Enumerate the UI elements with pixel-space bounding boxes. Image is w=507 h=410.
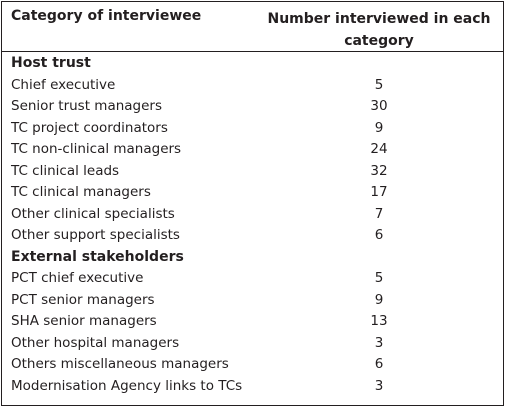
table-row: TC non-clinical managers 24 bbox=[2, 139, 503, 161]
table-row: Modernisation Agency links to TCs 3 bbox=[2, 376, 503, 398]
header-number: Number interviewed in each category bbox=[264, 8, 494, 52]
row-label: Other support specialists bbox=[11, 227, 180, 243]
table-row: Other support specialists 6 bbox=[2, 225, 503, 247]
table-body: Host trust Chief executive 5 Senior trust… bbox=[2, 53, 503, 397]
row-label: TC clinical managers bbox=[11, 184, 151, 200]
table-row: TC clinical leads 32 bbox=[2, 161, 503, 183]
header-number-line1: Number interviewed in each bbox=[267, 11, 491, 27]
row-label: TC clinical leads bbox=[11, 162, 120, 179]
row-value: 3 bbox=[374, 334, 384, 351]
row-value: 6 bbox=[374, 227, 384, 243]
header-category: Category of interviewee bbox=[11, 8, 202, 24]
row-value: 30 bbox=[370, 98, 388, 114]
row-value: 3 bbox=[374, 377, 384, 394]
row-label: Other hospital managers bbox=[11, 334, 180, 351]
table-row: Chief executive 5 bbox=[2, 75, 503, 97]
section-title: External stakeholders bbox=[11, 248, 184, 265]
section-heading: Host trust bbox=[2, 53, 503, 75]
table-row: Senior trust managers 30 bbox=[2, 96, 503, 118]
row-label: Other clinical specialists bbox=[11, 205, 175, 222]
row-label: Senior trust managers bbox=[11, 98, 163, 114]
row-label: PCT senior managers bbox=[11, 291, 155, 308]
row-value: 6 bbox=[374, 356, 384, 372]
row-label: TC project coordinators bbox=[11, 119, 168, 136]
table-row: Other clinical specialists 7 bbox=[2, 204, 503, 226]
table-header: Category of interviewee Number interview… bbox=[2, 2, 503, 52]
table-row: TC project coordinators 9 bbox=[2, 118, 503, 140]
section-heading: External stakeholders bbox=[2, 247, 503, 269]
row-label: SHA senior managers bbox=[11, 313, 157, 329]
section-title: Host trust bbox=[11, 55, 91, 71]
row-value: 5 bbox=[374, 270, 384, 286]
row-value: 13 bbox=[370, 313, 388, 329]
row-value: 7 bbox=[374, 205, 384, 222]
row-value: 32 bbox=[370, 162, 388, 179]
table-row: Other hospital managers 3 bbox=[2, 333, 503, 355]
row-label: Modernisation Agency links to TCs bbox=[11, 377, 243, 394]
row-label: PCT chief executive bbox=[11, 270, 144, 286]
row-value: 9 bbox=[374, 119, 384, 136]
row-label: Chief executive bbox=[11, 76, 116, 93]
table-row: PCT chief executive 5 bbox=[2, 268, 503, 290]
table-row: Others miscellaneous managers 6 bbox=[2, 354, 503, 376]
row-value: 24 bbox=[370, 141, 388, 157]
row-label: TC non-clinical managers bbox=[11, 141, 182, 157]
row-value: 5 bbox=[374, 76, 384, 93]
row-value: 9 bbox=[374, 291, 384, 308]
row-value: 17 bbox=[370, 184, 388, 200]
row-label: Others miscellaneous managers bbox=[11, 356, 229, 372]
table-row: SHA senior managers 13 bbox=[2, 311, 503, 333]
table-row: TC clinical managers 17 bbox=[2, 182, 503, 204]
header-number-line2: category bbox=[344, 33, 414, 49]
table-row: PCT senior managers 9 bbox=[2, 290, 503, 312]
